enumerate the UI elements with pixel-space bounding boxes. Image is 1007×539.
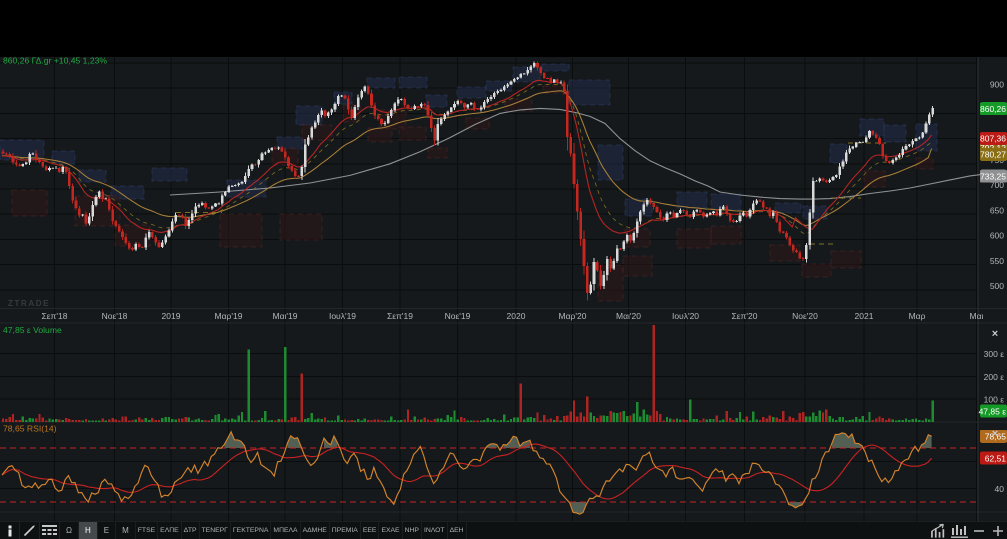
svg-text:62,51: 62,51 <box>985 453 1007 463</box>
svg-text:Μαρ'20: Μαρ'20 <box>559 311 587 321</box>
svg-text:860,26: 860,26 <box>980 104 1006 114</box>
svg-text:Νοε'20: Νοε'20 <box>792 311 818 321</box>
svg-text:2020: 2020 <box>507 311 526 321</box>
svg-text:792,12: 792,12 <box>980 143 1006 153</box>
svg-text:2019: 2019 <box>162 311 181 321</box>
svg-text:Ιουλ'20: Ιουλ'20 <box>672 311 699 321</box>
svg-text:500: 500 <box>990 281 1004 291</box>
svg-text:×: × <box>992 328 998 340</box>
svg-text:860,26 ΓΔ.gr +10,45 1,23%: 860,26 ΓΔ.gr +10,45 1,23% <box>3 56 107 66</box>
svg-text:Ιουλ'19: Ιουλ'19 <box>329 311 356 321</box>
svg-text:47,85 ε: 47,85 ε <box>979 406 1007 416</box>
svg-text:2021: 2021 <box>855 311 874 321</box>
svg-text:47,85 ε Volume: 47,85 ε Volume <box>3 325 62 335</box>
svg-text:733,25: 733,25 <box>980 171 1006 181</box>
svg-text:78,65 RSI(14): 78,65 RSI(14) <box>3 424 57 434</box>
svg-text:300 ε: 300 ε <box>984 349 1005 359</box>
svg-text:Σεπ'20: Σεπ'20 <box>732 311 758 321</box>
svg-text:600: 600 <box>990 231 1004 241</box>
svg-text:Σεπ'18: Σεπ'18 <box>42 311 68 321</box>
svg-text:40: 40 <box>995 484 1005 494</box>
svg-text:100 ε: 100 ε <box>984 395 1005 405</box>
svg-text:Μαρ: Μαρ <box>909 311 926 321</box>
svg-text:Σεπ'19: Σεπ'19 <box>387 311 413 321</box>
svg-text:550: 550 <box>990 256 1004 266</box>
svg-text:Νοε'18: Νοε'18 <box>102 311 128 321</box>
svg-text:Μαι'20: Μαι'20 <box>616 311 641 321</box>
svg-text:78,65: 78,65 <box>985 432 1007 442</box>
svg-text:×: × <box>992 428 998 440</box>
svg-text:Μαι: Μαι <box>970 311 984 321</box>
svg-text:ZTRADE: ZTRADE <box>8 299 50 308</box>
svg-text:900: 900 <box>990 79 1004 89</box>
svg-text:700: 700 <box>990 180 1004 190</box>
svg-text:Μαι'19: Μαι'19 <box>273 311 298 321</box>
svg-text:Μαρ'19: Μαρ'19 <box>215 311 243 321</box>
svg-text:807,36: 807,36 <box>980 134 1006 144</box>
svg-text:200 ε: 200 ε <box>984 372 1005 382</box>
svg-text:780,27: 780,27 <box>980 150 1006 160</box>
svg-text:650: 650 <box>990 205 1004 215</box>
svg-text:Νοε'19: Νοε'19 <box>445 311 471 321</box>
